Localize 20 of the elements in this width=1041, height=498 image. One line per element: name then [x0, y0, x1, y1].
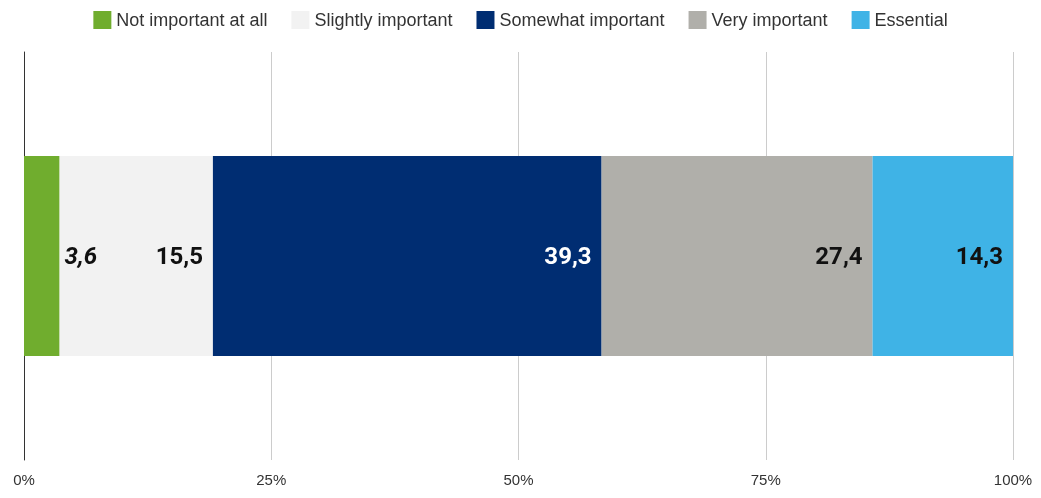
- x-tick-label: 100%: [993, 471, 1033, 488]
- legend-label: Not important at all: [116, 10, 268, 30]
- bar: [24, 156, 60, 356]
- legend-label: Somewhat important: [499, 10, 665, 30]
- bar: [212, 156, 602, 356]
- legend-label: Very important: [711, 10, 828, 30]
- x-tick-label: 50%: [503, 471, 534, 488]
- bar: [59, 156, 213, 356]
- x-tick-label: 0%: [13, 471, 35, 488]
- data-label: 39,3: [544, 242, 592, 270]
- data-label: 14,3: [955, 242, 1003, 270]
- data-label: 3,6: [64, 242, 98, 270]
- bar: [601, 156, 873, 356]
- legend-label: Essential: [874, 10, 948, 30]
- x-tick-label: 25%: [256, 471, 287, 488]
- bar: [872, 156, 1013, 356]
- x-tick-label: 75%: [750, 471, 781, 488]
- data-label: 27,4: [815, 242, 863, 270]
- legend-label: Slightly important: [314, 10, 453, 30]
- data-label: 15,5: [155, 242, 203, 270]
